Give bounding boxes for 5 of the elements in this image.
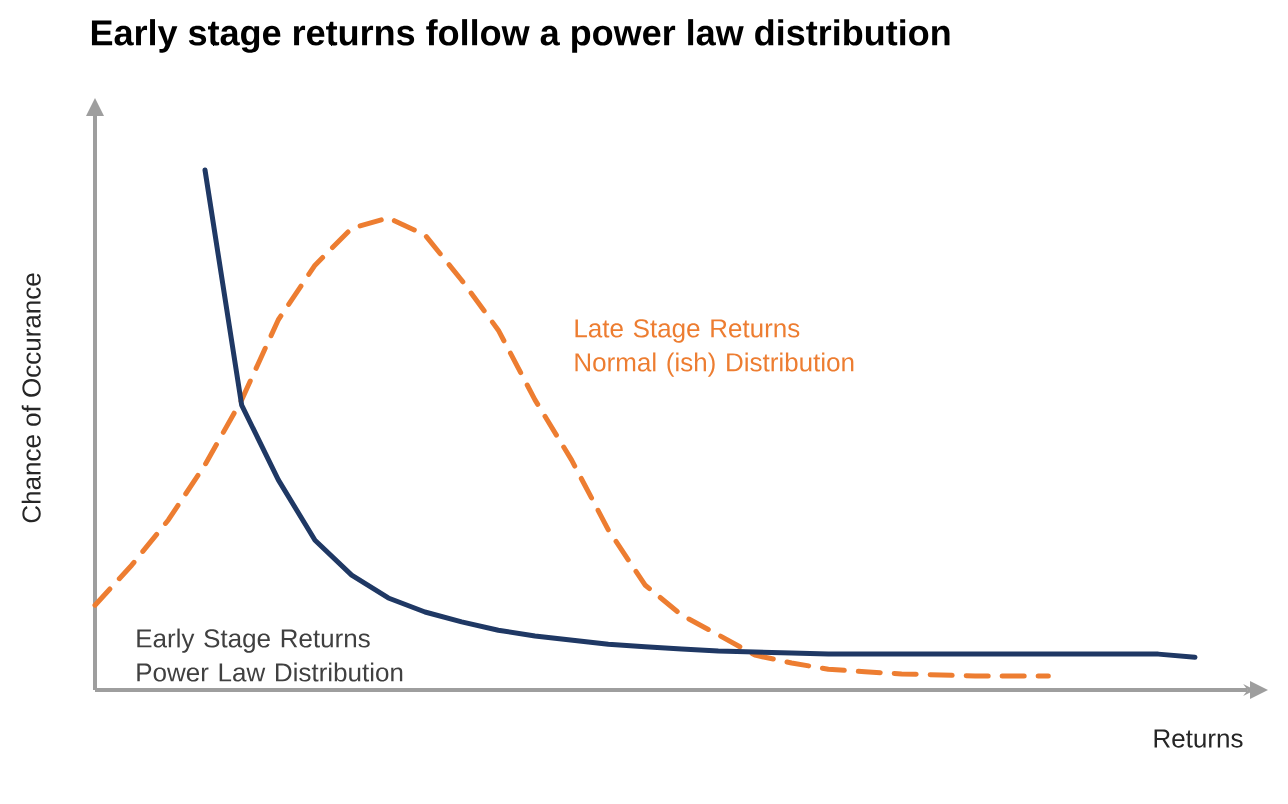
x-axis-title: Returns (1154, 729, 1243, 748)
chart-title: Early stage returns follow a power law distribution (91, 19, 950, 53)
series-label: Late Stage Returns Normal (ish) Distribution (575, 319, 854, 377)
y-axis-title: Chance of Occurance (21, 273, 41, 523)
series-label: Early Stage Returns Power Law Distribution (137, 628, 403, 682)
